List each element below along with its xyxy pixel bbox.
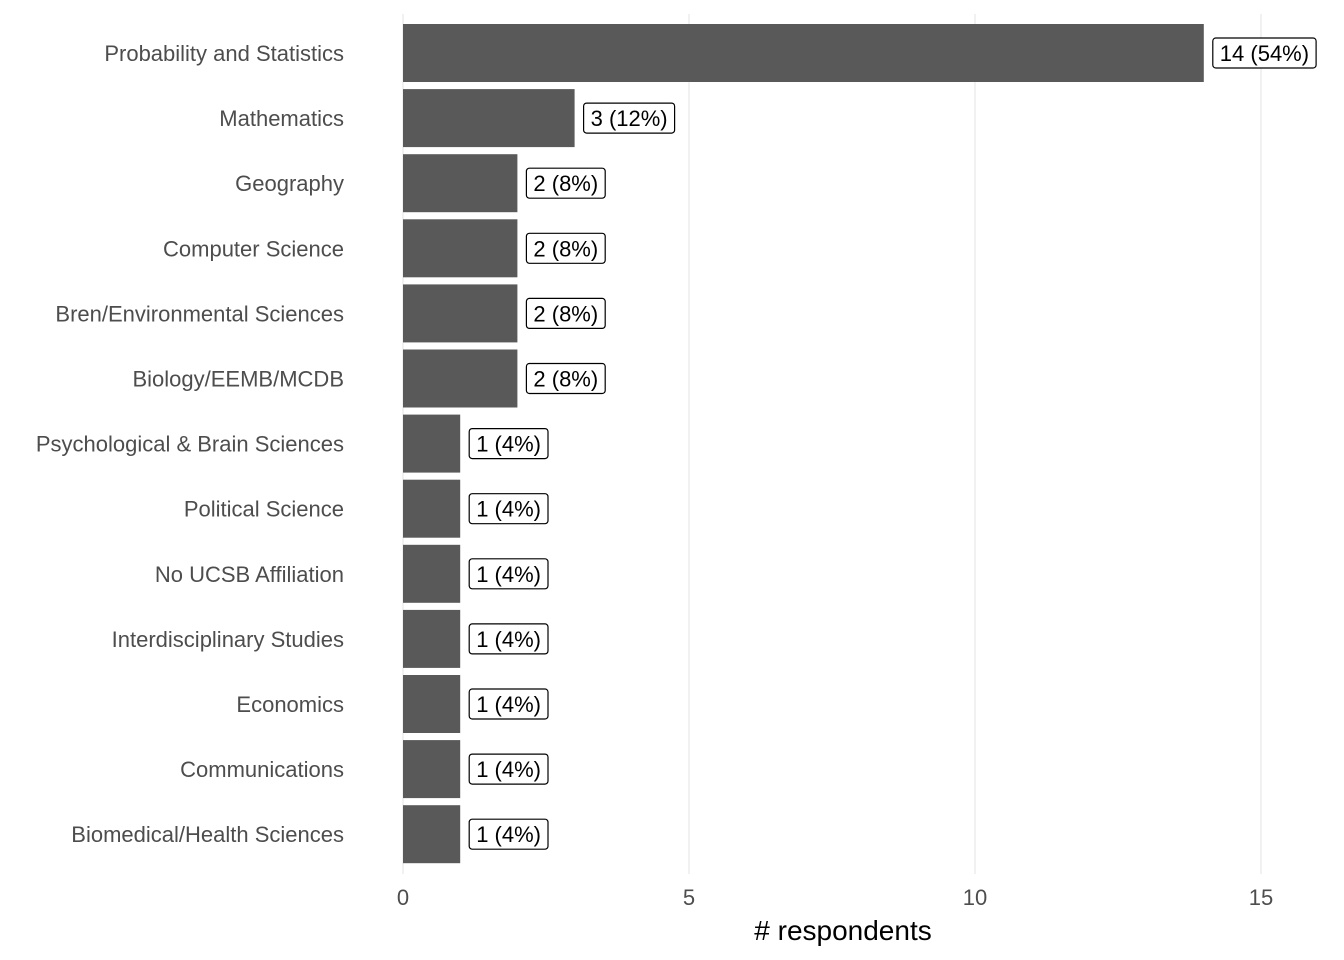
category-label: Geography — [235, 171, 344, 196]
category-label: Economics — [236, 692, 344, 717]
category-label: Communications — [180, 757, 344, 782]
data-label-box — [468, 818, 549, 850]
data-label-text: 2 (8%) — [533, 171, 598, 196]
data-label: 1 (4%) — [468, 623, 549, 655]
x-tick-label: 5 — [683, 885, 695, 910]
data-label: 1 (4%) — [468, 818, 549, 850]
category-labels: Probability and Statistics Mathematics Geo… — [36, 41, 344, 847]
data-label: 1 (4%) — [468, 753, 549, 785]
x-tick-label: 10 — [963, 885, 987, 910]
data-label: 1 (4%) — [468, 428, 549, 460]
data-label: 2 (8%) — [525, 362, 606, 395]
data-label-text: 2 (8%) — [533, 236, 598, 261]
category-label: No UCSB Affiliation — [155, 562, 344, 587]
data-label: 2 (8%) — [525, 297, 606, 329]
data-label: 1 (4%) — [468, 688, 549, 720]
data-label-text: 1 (4%) — [476, 562, 541, 587]
data-labels: 14 (54%) 3 (12%) 2 (8%) 2 (8%) 2 (8%) 2 (8%) 1… — [468, 37, 1317, 850]
bar — [403, 89, 575, 148]
data-label: 1 (4%) — [468, 558, 549, 590]
x-tick-labels: 0 5 10 15 — [397, 885, 1273, 910]
x-tick-label: 0 — [397, 885, 409, 910]
category-label: Political Science — [184, 497, 344, 522]
bar — [403, 805, 461, 864]
data-label-box — [468, 753, 549, 785]
bar — [403, 284, 518, 343]
bar — [403, 414, 461, 473]
data-label-box — [468, 623, 549, 655]
data-label: 1 (4%) — [468, 493, 549, 525]
data-label-text: 3 (12%) — [591, 106, 668, 131]
data-label-text: 1 (4%) — [476, 757, 541, 782]
bar — [403, 544, 461, 603]
data-label-box — [468, 688, 549, 720]
x-axis-title: # respondents — [754, 915, 931, 946]
data-label-box — [525, 362, 606, 395]
data-label-box — [525, 297, 606, 329]
data-label: 2 (8%) — [525, 232, 606, 264]
data-label: 2 (8%) — [525, 167, 606, 199]
category-label: Biology/EEMB/MCDB — [132, 367, 344, 392]
data-label-text: 1 (4%) — [476, 497, 541, 522]
bar — [403, 219, 518, 278]
data-label-box — [525, 232, 606, 264]
data-label-text: 2 (8%) — [533, 367, 598, 392]
data-label: 3 (12%) — [582, 102, 676, 134]
category-label: Psychological & Brain Sciences — [36, 432, 344, 457]
bar — [403, 675, 461, 733]
data-label: 14 (54%) — [1212, 37, 1317, 69]
data-label-text: 1 (4%) — [476, 692, 541, 717]
bar — [403, 154, 518, 213]
bar — [403, 24, 1204, 82]
category-label: Mathematics — [219, 106, 344, 131]
category-label: Bren/Environmental Sciences — [55, 301, 344, 326]
category-label: Interdisciplinary Studies — [112, 627, 344, 652]
data-label-text: 1 (4%) — [476, 432, 541, 457]
category-label: Probability and Statistics — [104, 41, 344, 66]
data-label-box — [468, 493, 549, 525]
data-label-box — [468, 428, 549, 460]
data-label-box — [1212, 37, 1317, 69]
data-label-text: 2 (8%) — [533, 301, 598, 326]
category-label: Computer Science — [163, 236, 344, 261]
bar — [403, 740, 461, 799]
data-label-text: 1 (4%) — [476, 822, 541, 847]
bar — [403, 479, 461, 538]
data-label-text: 14 (54%) — [1220, 41, 1309, 66]
data-label-box — [525, 167, 606, 199]
bar — [403, 609, 461, 668]
data-label-text: 1 (4%) — [476, 627, 541, 652]
category-label: Biomedical/Health Sciences — [71, 822, 344, 847]
bars — [403, 24, 1204, 864]
bar — [403, 349, 518, 408]
data-label-box — [582, 102, 676, 134]
x-tick-label: 15 — [1249, 885, 1273, 910]
data-label-box — [468, 558, 549, 590]
